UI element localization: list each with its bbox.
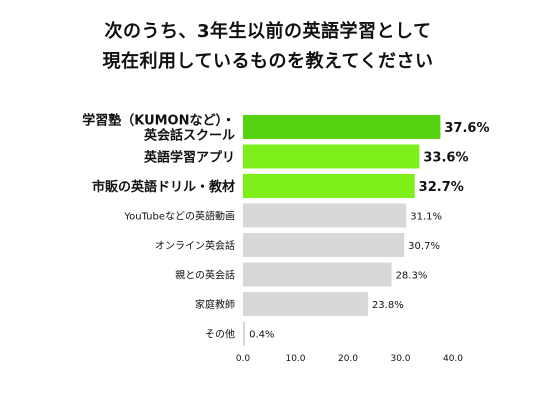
category-label: 親との英会話 (175, 269, 235, 282)
value-label: 0.4% (249, 330, 274, 341)
category-label: YouTubeなどの英語動画 (123, 210, 235, 223)
value-label: 37.6% (444, 121, 489, 136)
chart-title-line-2: 現在利用しているものを教えてください (102, 51, 434, 72)
category-label: オンライン英会話 (155, 239, 235, 252)
bar (243, 262, 392, 287)
category-label: 英語学習アプリ (143, 150, 235, 166)
value-label: 30.7% (408, 241, 440, 252)
bar (243, 292, 368, 316)
value-label: 33.6% (423, 151, 468, 166)
bar (243, 115, 441, 139)
bar (243, 233, 405, 257)
value-label: 31.1% (410, 212, 442, 223)
x-tick-label: 0.0 (236, 354, 251, 364)
category-label: その他 (205, 328, 235, 341)
category-label: 学習塾（KUMONなど）・英会話スクール (82, 113, 235, 144)
value-label: 28.3% (396, 271, 428, 282)
x-tick-label: 10.0 (285, 354, 305, 364)
bar (243, 144, 420, 169)
bar (243, 174, 415, 198)
x-tick-label: 30.0 (390, 354, 410, 364)
value-label: 23.8% (372, 300, 404, 311)
x-tick-label: 40.0 (443, 354, 463, 364)
category-label: 家庭教師 (195, 298, 235, 311)
bar (243, 203, 407, 228)
value-label: 32.7% (419, 180, 464, 195)
x-tick-label: 20.0 (338, 354, 358, 364)
bar (243, 321, 246, 346)
chart-title-line-1: 次のうち、3年生以前の英語学習として (104, 21, 432, 42)
category-label: 市販の英語ドリル・教材 (92, 179, 235, 195)
